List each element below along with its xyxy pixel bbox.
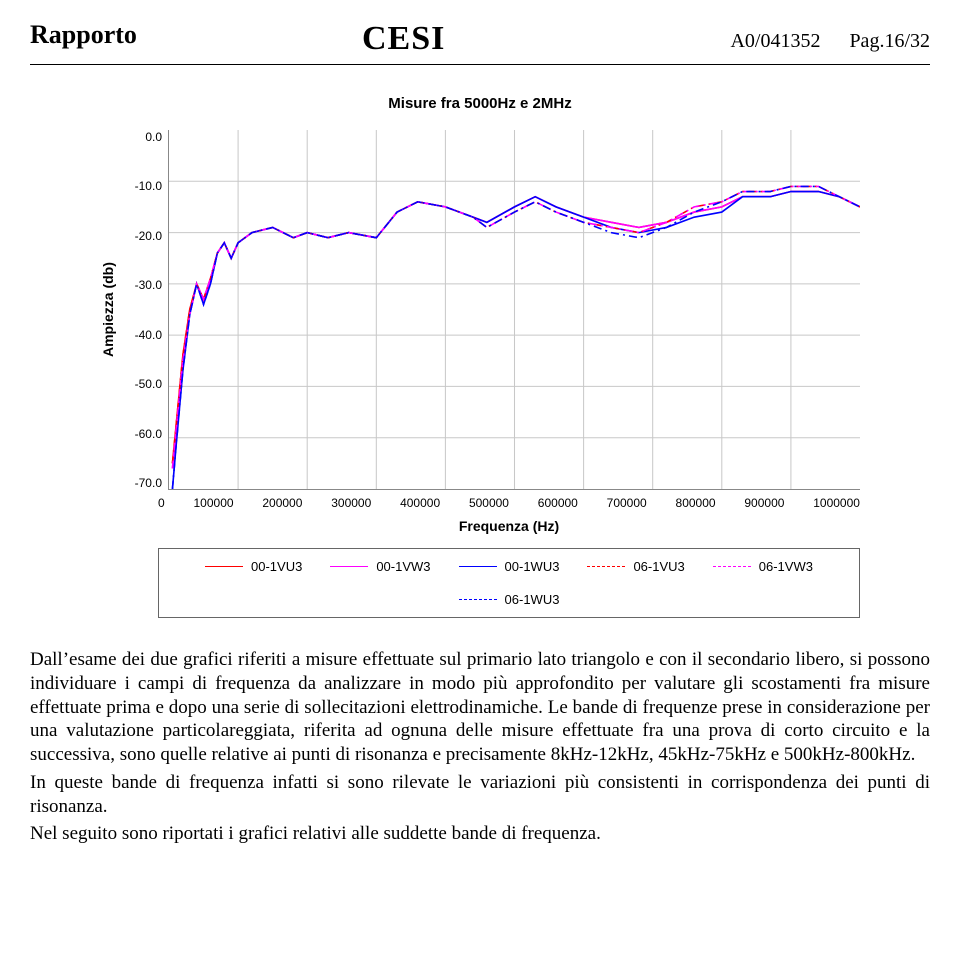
x-axis-label: Frequenza (Hz) — [158, 518, 860, 534]
x-tick: 900000 — [744, 496, 784, 510]
x-tick: 700000 — [607, 496, 647, 510]
plot-surface — [168, 130, 860, 490]
x-tick: 400000 — [400, 496, 440, 510]
y-axis-ticks: 0.0 -10.0 -20.0 -30.0 -40.0 -50.0 -60.0 -70.0 — [122, 130, 168, 490]
series-00-1WU3 — [172, 192, 860, 489]
series-06-1VU3 — [172, 186, 860, 463]
paragraph-1: Dall’esame dei due grafici riferiti a mi… — [30, 648, 930, 767]
y-axis-label: Ampiezza (db) — [100, 130, 116, 490]
x-tick: 0 — [158, 496, 165, 510]
x-axis-ticks: 0 100000 200000 300000 400000 500000 600000 700… — [158, 496, 860, 510]
y-tick: -70.0 — [122, 476, 162, 490]
chart-legend: 00-1VU3 00-1VW3 00-1WU3 06-1VU3 06-1VW3 06-1W… — [158, 548, 860, 618]
series-06-1WU3 — [172, 186, 860, 489]
body-text: Dall’esame dei due grafici riferiti a mi… — [30, 648, 930, 846]
x-tick: 100000 — [194, 496, 234, 510]
chart-svg — [169, 130, 860, 489]
legend-item: 00-1WU3 — [459, 559, 560, 574]
legend-swatch — [459, 599, 497, 600]
legend-item: 06-1VU3 — [587, 559, 684, 574]
legend-swatch — [459, 566, 497, 567]
legend-label: 00-1WU3 — [505, 559, 560, 574]
x-tick: 1000000 — [813, 496, 860, 510]
header-rule — [30, 64, 930, 65]
y-tick: -30.0 — [122, 278, 162, 292]
y-tick: -20.0 — [122, 229, 162, 243]
paragraph-3: Nel seguito sono riportati i grafici rel… — [30, 822, 930, 846]
doc-number: A0/041352 — [730, 30, 820, 52]
legend-label: 06-1VU3 — [633, 559, 684, 574]
legend-swatch — [330, 566, 368, 567]
chart-title: Misure fra 5000Hz e 2MHz — [100, 95, 860, 112]
x-tick: 300000 — [331, 496, 371, 510]
paragraph-2: In queste bande di frequenza infatti si … — [30, 771, 930, 819]
legend-label: 00-1VW3 — [376, 559, 430, 574]
page-number: Pag.16/32 — [849, 30, 930, 52]
frequency-chart: Misure fra 5000Hz e 2MHz Ampiezza (db) 0… — [100, 95, 860, 618]
section-title: Rapporto — [30, 20, 137, 50]
y-tick: -60.0 — [122, 427, 162, 441]
legend-swatch — [587, 566, 625, 567]
legend-label: 00-1VU3 — [251, 559, 302, 574]
legend-label: 06-1WU3 — [505, 592, 560, 607]
chart-plot-area: Ampiezza (db) 0.0 -10.0 -20.0 -30.0 -40.0 -50… — [100, 130, 860, 490]
y-tick: -50.0 — [122, 377, 162, 391]
y-tick: -10.0 — [122, 179, 162, 193]
y-tick: -40.0 — [122, 328, 162, 342]
x-tick: 800000 — [676, 496, 716, 510]
y-tick: 0.0 — [122, 130, 162, 144]
legend-swatch — [205, 566, 243, 567]
x-tick: 200000 — [262, 496, 302, 510]
legend-item: 00-1VW3 — [330, 559, 430, 574]
x-tick: 600000 — [538, 496, 578, 510]
legend-item: 06-1WU3 — [459, 592, 560, 607]
legend-item: 00-1VU3 — [205, 559, 302, 574]
legend-swatch — [713, 566, 751, 567]
x-tick: 500000 — [469, 496, 509, 510]
cesi-logo: CESI — [362, 20, 445, 58]
legend-item: 06-1VW3 — [713, 559, 813, 574]
page-header: Rapporto CESI A0/041352 Pag.16/32 — [30, 20, 930, 58]
doc-reference: A0/041352 Pag.16/32 — [730, 30, 930, 53]
legend-label: 06-1VW3 — [759, 559, 813, 574]
